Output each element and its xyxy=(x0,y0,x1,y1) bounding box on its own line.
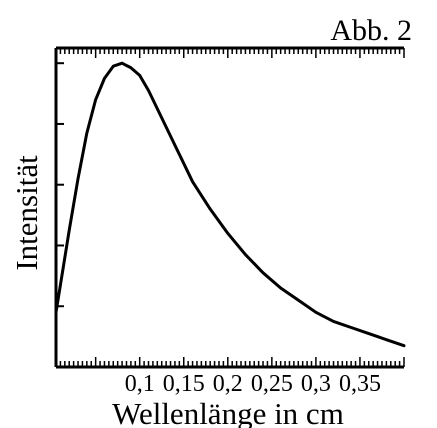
figure-label: Abb. 2 xyxy=(330,14,412,47)
x-tick-label: 0,2 xyxy=(213,371,243,397)
x-tick-labels: 0,1 0,15 0,2 0,25 0,3 0,35 xyxy=(125,371,381,397)
x-tick-label: 0,15 xyxy=(163,371,205,397)
x-tick-label: 0,1 xyxy=(125,371,155,397)
intensity-curve xyxy=(54,61,406,348)
x-tick-label: 0,25 xyxy=(251,371,293,397)
plot-frame xyxy=(54,46,404,369)
y-axis-label: Intensität xyxy=(9,155,44,271)
x-tick-label: 0,3 xyxy=(301,371,331,397)
x-axis-label: Wellenlänge in cm xyxy=(112,396,344,428)
x-tick-label: 0,35 xyxy=(339,371,381,397)
tick-marks xyxy=(55,48,405,368)
